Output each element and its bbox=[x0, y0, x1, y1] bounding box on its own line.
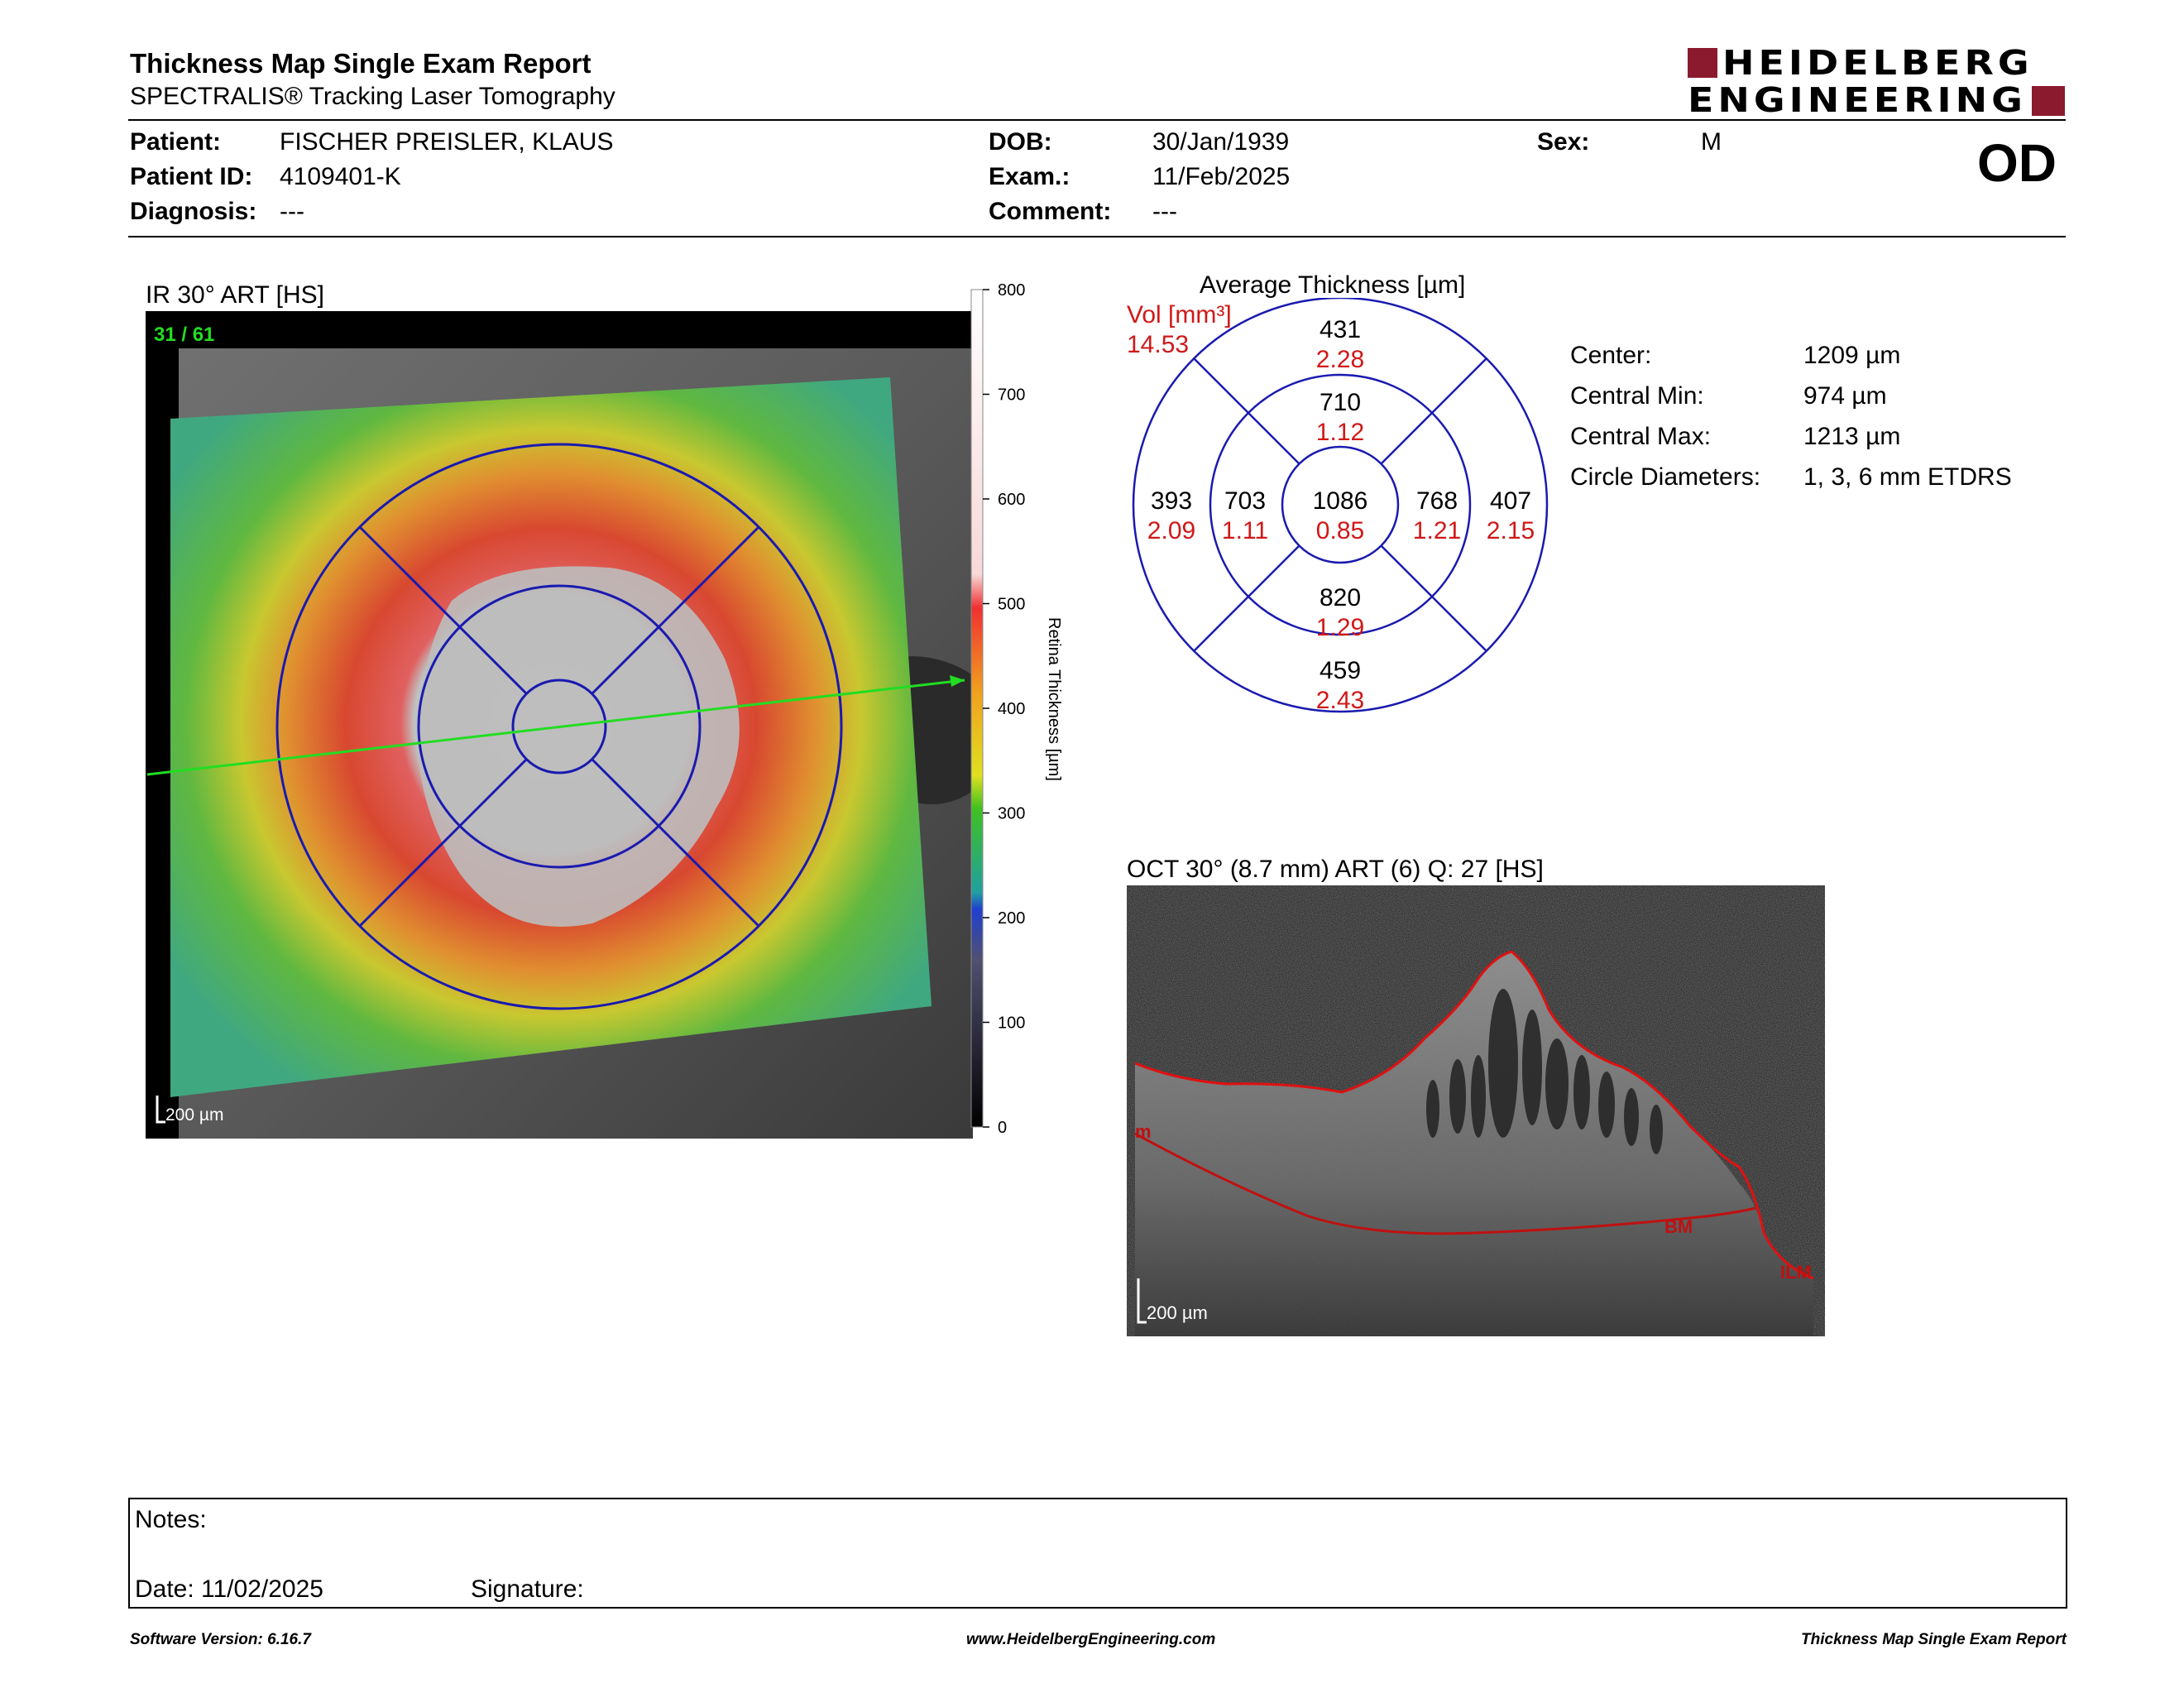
outer-temporal-thickness: 393 bbox=[1151, 487, 1192, 515]
sex-value: M bbox=[1701, 128, 1722, 156]
colorbar-tick-label: 700 bbox=[998, 386, 1025, 405]
footer-software-version: Software Version: 6.16.7 bbox=[130, 1631, 311, 1648]
bm-line bbox=[1134, 1132, 1756, 1235]
etdrs-grid bbox=[1132, 298, 1549, 713]
colorbar-tick-label: 300 bbox=[998, 805, 1025, 823]
stat-value: 1209 µm bbox=[1803, 342, 1901, 369]
outer-superior-volume: 2.28 bbox=[1316, 346, 1364, 373]
colorbar-tick-label: 400 bbox=[998, 700, 1025, 718]
logo-line-2: ENGINEERING bbox=[1688, 79, 2027, 120]
oct-bscan: BM ILM m 200 µm bbox=[1127, 885, 1825, 1336]
colorbar-tick-label: 200 bbox=[998, 909, 1025, 928]
cystic-spaces bbox=[1426, 989, 1663, 1154]
exam-value: 11/Feb/2025 bbox=[1152, 163, 1291, 190]
stat-label: Central Min: bbox=[1570, 382, 1704, 410]
patient-id-label: Patient ID: bbox=[130, 163, 253, 190]
logo-square-top bbox=[1688, 48, 1717, 78]
center-volume: 0.85 bbox=[1316, 517, 1364, 544]
outer-inferior-volume: 2.43 bbox=[1316, 687, 1364, 714]
header-rule bbox=[128, 119, 2066, 121]
patient-rule bbox=[128, 236, 2066, 237]
stat-value: 1213 µm bbox=[1803, 423, 1901, 450]
scale-bar-icon bbox=[156, 1096, 165, 1124]
inner-temporal-volume: 1.11 bbox=[1222, 517, 1268, 544]
notes-label: Notes: bbox=[135, 1506, 207, 1533]
scan-line bbox=[146, 679, 965, 776]
logo-line-1: HEIDELBERG bbox=[1722, 42, 2033, 83]
colorbar-tick-label: 600 bbox=[998, 491, 1025, 509]
diagnosis-label: Diagnosis: bbox=[130, 198, 257, 225]
stat-label: Center: bbox=[1570, 342, 1652, 369]
ilm-label: ILM bbox=[1780, 1262, 1812, 1283]
footer-website: www.HeidelbergEngineering.com bbox=[966, 1631, 1216, 1648]
dob-value: 30/Jan/1939 bbox=[1152, 128, 1290, 156]
oct-scale-label: 200 µm bbox=[1147, 1302, 1208, 1323]
stat-label: Central Max: bbox=[1570, 423, 1712, 450]
dob-label: DOB: bbox=[989, 128, 1052, 156]
frame-counter: 31 / 61 bbox=[154, 324, 214, 346]
inner-superior-volume: 1.12 bbox=[1316, 419, 1364, 446]
ilm-line bbox=[1134, 950, 1814, 1280]
ir-thickness-map: 31 / 61 200 µm bbox=[146, 311, 973, 1139]
stat-label: Circle Diameters: bbox=[1570, 463, 1761, 491]
stat-value: 974 µm bbox=[1803, 382, 1887, 410]
footer-report-name: Thickness Map Single Exam Report bbox=[1801, 1631, 2067, 1648]
inner-temporal-thickness: 703 bbox=[1224, 487, 1266, 515]
patient-label: Patient: bbox=[130, 128, 222, 156]
outer-temporal-volume: 2.09 bbox=[1147, 517, 1195, 544]
sex-label: Sex: bbox=[1537, 128, 1590, 156]
diagnosis-value: --- bbox=[280, 198, 304, 225]
inner-inferior-thickness: 820 bbox=[1320, 584, 1361, 611]
inner-inferior-volume: 1.29 bbox=[1316, 614, 1364, 641]
outer-nasal-volume: 2.15 bbox=[1487, 517, 1535, 544]
comment-label: Comment: bbox=[989, 198, 1112, 225]
thickness-colorbar: 800 700 600 500 400 300 200 100 0 Retina Thickne… bbox=[970, 281, 1063, 1137]
date-label: Date: 11/02/2025 bbox=[135, 1575, 323, 1603]
eye-indicator: OD bbox=[1977, 133, 2057, 193]
retina-tissue bbox=[1135, 952, 1813, 1336]
inner-nasal-volume: 1.21 bbox=[1413, 517, 1461, 544]
exam-label: Exam.: bbox=[989, 163, 1070, 190]
thick-central-region bbox=[417, 566, 740, 927]
scale-bar-icon bbox=[1137, 1278, 1147, 1324]
etdrs-title: Average Thickness [µm] bbox=[1200, 271, 1466, 299]
report-subtitle: SPECTRALIS® Tracking Laser Tomography bbox=[130, 83, 615, 110]
colorbar-label: Retina Thickness [µm] bbox=[1045, 617, 1063, 781]
colorbar-tick-label: 800 bbox=[998, 281, 1025, 300]
oct-panel-title: OCT 30° (8.7 mm) ART (6) Q: 27 [HS] bbox=[1127, 856, 1544, 883]
outer-nasal-thickness: 407 bbox=[1490, 487, 1531, 515]
patient-name: FISCHER PREISLER, KLAUS bbox=[280, 128, 614, 156]
scan-arrow-icon bbox=[950, 675, 965, 687]
vol-total: 14.53 bbox=[1127, 331, 1189, 358]
layer-label-left: m bbox=[1135, 1121, 1152, 1142]
outer-inferior-thickness: 459 bbox=[1320, 657, 1361, 684]
colorbar-tick-label: 0 bbox=[998, 1119, 1007, 1137]
notes-box: Notes: Date: 11/02/2025 Signature: bbox=[128, 1498, 2067, 1609]
vol-label: Vol [mm³] bbox=[1127, 301, 1232, 328]
inner-superior-thickness: 710 bbox=[1320, 389, 1361, 416]
signature-label: Signature: bbox=[471, 1575, 584, 1603]
ir-scale-label: 200 µm bbox=[165, 1105, 223, 1125]
colorbar-tick-label: 100 bbox=[998, 1014, 1025, 1033]
etdrs-grid-overlay bbox=[275, 443, 843, 1010]
stat-value: 1, 3, 6 mm ETDRS bbox=[1803, 463, 2012, 491]
center-thickness: 1086 bbox=[1313, 487, 1368, 515]
colorbar-tick-label: 500 bbox=[998, 596, 1025, 614]
bm-label: BM bbox=[1664, 1216, 1693, 1237]
logo-square-bottom bbox=[2032, 86, 2065, 116]
ir-panel-title: IR 30° ART [HS] bbox=[146, 281, 324, 309]
report-title: Thickness Map Single Exam Report bbox=[130, 48, 592, 79]
patient-id: 4109401-K bbox=[280, 163, 401, 190]
inner-nasal-thickness: 768 bbox=[1416, 487, 1458, 515]
comment-value: --- bbox=[1152, 198, 1177, 225]
outer-superior-thickness: 431 bbox=[1320, 316, 1361, 343]
etdrs-chart: Vol [mm³] 14.53 431 2.28 710 1.12 1086 0… bbox=[1127, 298, 1549, 714]
